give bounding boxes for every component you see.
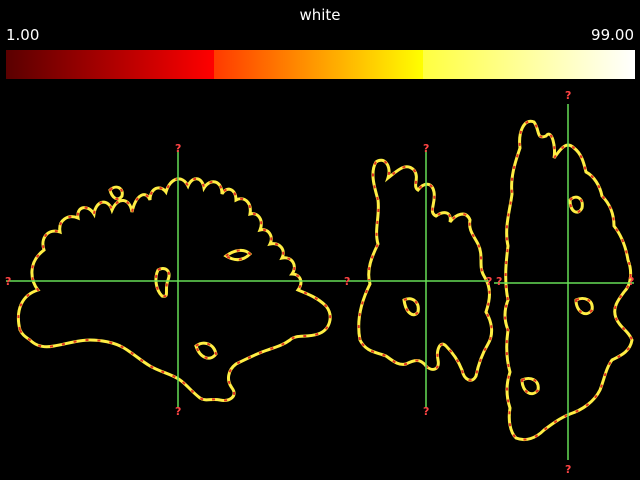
axial-right-marker: ?: [628, 275, 635, 288]
colorbar-min-label: 1.00: [6, 26, 40, 44]
sagittal-inner-contour-1: [108, 185, 124, 201]
axial-inner-contour-2: [574, 296, 594, 316]
coronal-right-marker: ?: [486, 275, 493, 288]
coronal-top-marker: ?: [423, 142, 430, 155]
sagittal-top-marker: ?: [175, 142, 182, 155]
sagittal-inner-contour-2: [154, 266, 171, 298]
axial-inner-contour-1: [568, 195, 584, 214]
axial-view[interactable]: [494, 104, 634, 460]
sagittal-view[interactable]: [6, 150, 346, 408]
axial-inner-contour-3: [520, 376, 540, 396]
sagittal-bottom-marker: ?: [175, 405, 182, 418]
colorbar: [6, 50, 635, 79]
colorbar-segment-orange-yellow: [214, 50, 423, 79]
colorbar-segment-dark-red: [6, 50, 214, 79]
sagittal-left-marker: ?: [5, 275, 12, 288]
sagittal-contour: [16, 177, 332, 402]
colorbar-segment-yellow-white: [423, 50, 635, 79]
coronal-view[interactable]: [348, 150, 494, 408]
colorbar-max-label: 99.00: [591, 26, 634, 44]
axial-bottom-marker: ?: [565, 463, 572, 476]
sagittal-inner-contour-4: [194, 341, 218, 360]
coronal-left-marker: ?: [344, 275, 351, 288]
coronal-contour: [357, 158, 494, 382]
coronal-bottom-marker: ?: [423, 405, 430, 418]
axial-left-marker: ?: [496, 275, 503, 288]
axial-top-marker: ?: [565, 89, 572, 102]
colorbar-title: white: [299, 6, 341, 24]
